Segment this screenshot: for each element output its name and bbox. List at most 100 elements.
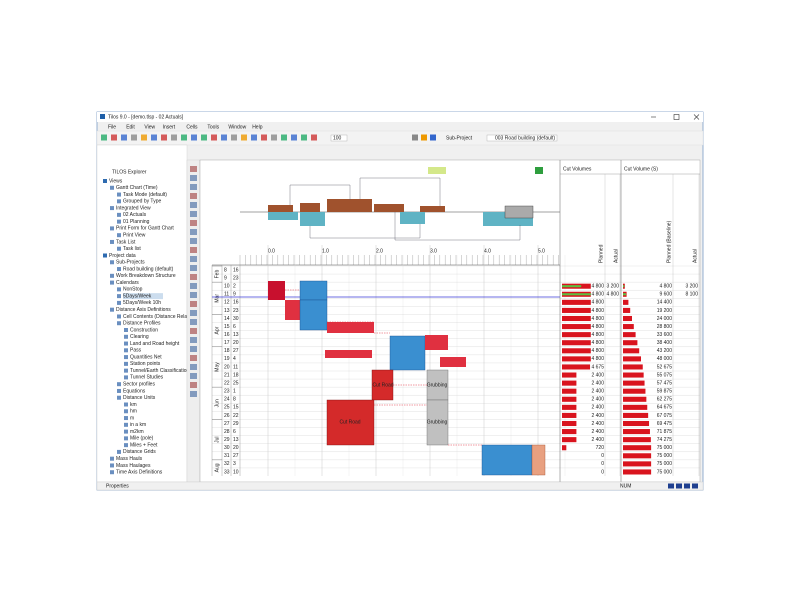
menu-item[interactable]: Cells	[186, 124, 198, 130]
palette-button[interactable]	[190, 301, 197, 307]
palette-button[interactable]	[190, 319, 197, 325]
tree-item[interactable]: Pass	[130, 348, 142, 354]
toolbar-button[interactable]	[311, 134, 317, 141]
palette-button[interactable]	[190, 346, 197, 352]
tree-item[interactable]: Distance Grids	[123, 449, 156, 455]
tree-item[interactable]: Task Mode (default)	[123, 192, 167, 198]
tree-item[interactable]: Construction	[130, 327, 158, 333]
tree-item[interactable]: 01 Planning	[123, 219, 150, 225]
menu-item[interactable]: Edit	[126, 124, 135, 130]
toolbar-button[interactable]	[241, 134, 247, 141]
palette-button[interactable]	[190, 184, 197, 190]
toolbar-button[interactable]	[281, 134, 287, 141]
palette-button[interactable]	[190, 283, 197, 289]
toolbar-button[interactable]	[271, 134, 277, 141]
tree-item[interactable]: Clearing	[130, 334, 149, 340]
palette-button[interactable]	[190, 328, 197, 334]
tree-item[interactable]: Sub-Projects	[116, 260, 145, 266]
palette-button[interactable]	[190, 247, 197, 253]
tree-item[interactable]: Mass Haulages	[116, 463, 151, 469]
tree-item[interactable]: 5Days/Week 10h	[123, 300, 161, 306]
tree-item[interactable]: Work Breakdown Structure	[116, 273, 176, 279]
palette-button[interactable]	[190, 175, 197, 181]
maximize-button[interactable]	[673, 114, 680, 120]
zoom-box[interactable]	[330, 134, 348, 142]
menu-item[interactable]: View	[144, 124, 155, 130]
toolbar-button[interactable]	[101, 134, 107, 141]
tree-item[interactable]: Miles + Feet	[130, 442, 158, 448]
tree-item[interactable]: Road building (default)	[123, 266, 174, 272]
palette-button[interactable]	[190, 202, 197, 208]
subproject-select[interactable]	[486, 134, 558, 142]
tree-item[interactable]: Task List	[116, 239, 136, 245]
toolbar-button[interactable]	[171, 134, 177, 141]
toolbar-button[interactable]	[211, 134, 217, 141]
tree-item[interactable]: Tunnel Studies	[130, 375, 164, 381]
tree-item[interactable]: Quantities Net	[130, 354, 162, 360]
toolbar-button[interactable]	[221, 134, 227, 141]
toolbar-button[interactable]	[161, 134, 167, 141]
tree-item[interactable]: Project data	[109, 253, 136, 259]
palette-button[interactable]	[190, 211, 197, 217]
palette-button[interactable]	[190, 337, 197, 343]
palette-button[interactable]	[190, 391, 197, 397]
tree-item[interactable]: Print View	[123, 233, 146, 239]
palette-button[interactable]	[190, 238, 197, 244]
tree-item[interactable]: Distance Units	[123, 395, 156, 401]
toolbar-button[interactable]	[181, 134, 187, 141]
close-button[interactable]	[693, 114, 700, 120]
toolbar-button[interactable]	[261, 134, 267, 141]
toolbar-button[interactable]	[191, 134, 197, 141]
palette-button[interactable]	[190, 220, 197, 226]
tree-item[interactable]: 5Days/Week	[123, 293, 152, 299]
tree-item[interactable]: Mass Hauls	[116, 456, 143, 462]
toolbar-button[interactable]	[301, 134, 307, 141]
tree-item[interactable]: hm	[130, 409, 137, 415]
tree-item[interactable]: Gantt Chart (Time)	[116, 185, 158, 191]
toolbar-button[interactable]	[291, 134, 297, 141]
tree-item[interactable]: Tunnel/Earth Classification	[130, 368, 190, 374]
tree-item[interactable]: m	[130, 415, 134, 421]
tree-item[interactable]: Views	[109, 178, 123, 184]
tree-item[interactable]: Task list	[123, 246, 141, 252]
palette-button[interactable]	[190, 166, 197, 172]
palette-button[interactable]	[190, 382, 197, 388]
tree-item[interactable]: Grouped by Type	[123, 199, 161, 205]
tree-item[interactable]: Sector profiles	[123, 382, 155, 388]
toolbar-button[interactable]	[141, 134, 147, 141]
menu-item[interactable]: Window	[228, 124, 246, 130]
tree-item[interactable]: Time Axis Definitions	[116, 470, 163, 476]
tree-item[interactable]: Distance Axis Definitions	[116, 307, 171, 313]
toolbar-button[interactable]	[111, 134, 117, 141]
toolbar-button[interactable]	[251, 134, 257, 141]
toolbar-button[interactable]	[131, 134, 137, 141]
palette-button[interactable]	[190, 265, 197, 271]
toolbar-button[interactable]	[121, 134, 127, 141]
tree-item[interactable]: m2km	[130, 429, 144, 435]
tree-item[interactable]: NonStop	[123, 287, 143, 293]
toolbar-button[interactable]	[421, 134, 427, 141]
palette-button[interactable]	[190, 373, 197, 379]
tree-item[interactable]: Integrated View	[116, 205, 151, 211]
tree-item[interactable]: Mile (pole)	[130, 436, 154, 442]
palette-button[interactable]	[190, 274, 197, 280]
toolbar-button[interactable]	[231, 134, 237, 141]
toolbar-button[interactable]	[151, 134, 157, 141]
tree-item[interactable]: Distance Profiles	[123, 321, 161, 327]
palette-button[interactable]	[190, 364, 197, 370]
tree-item[interactable]: Calendars	[116, 280, 139, 286]
palette-button[interactable]	[190, 310, 197, 316]
tree-item[interactable]: km	[130, 402, 137, 408]
tree-item[interactable]: 02 Actuals	[123, 212, 147, 218]
toolbar-button[interactable]	[412, 134, 418, 141]
tree-item[interactable]: Equations	[123, 388, 146, 394]
menu-item[interactable]: Tools	[207, 124, 219, 130]
toolbar-button[interactable]	[201, 134, 207, 141]
tree-item[interactable]: Land and Road height	[130, 341, 180, 347]
menu-item[interactable]: Help	[252, 124, 263, 130]
tree-item[interactable]: Station points	[130, 361, 161, 367]
tree-item[interactable]: Cell Contents (Distance Relate	[123, 314, 192, 320]
menu-item[interactable]: File	[108, 124, 116, 130]
palette-button[interactable]	[190, 292, 197, 298]
tree-item[interactable]: in a km	[130, 422, 146, 428]
